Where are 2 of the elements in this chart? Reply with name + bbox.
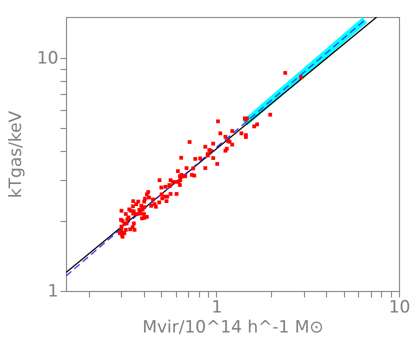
x-axis-title: Mvir/10^14 h^-1 M⊙: [142, 318, 324, 337]
y-axis-title: kTgas/keV: [6, 110, 26, 198]
